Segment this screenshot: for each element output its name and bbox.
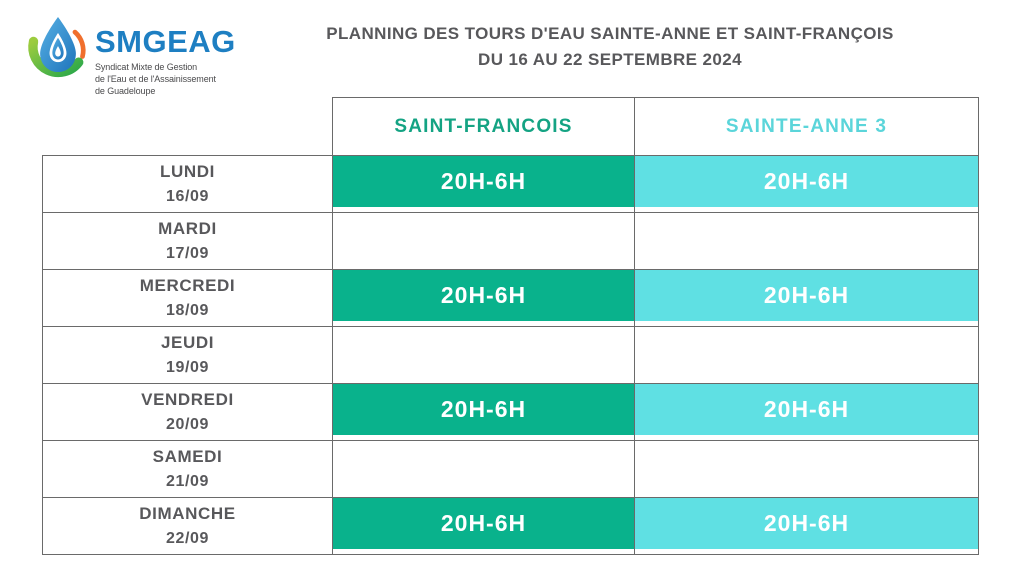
slot-sainte-anne: 20H-6H bbox=[634, 269, 979, 327]
day-date: 20/09 bbox=[165, 416, 210, 433]
slot-saint-francois bbox=[332, 212, 635, 270]
header-blank-cell bbox=[42, 97, 333, 156]
day-date: 22/09 bbox=[165, 530, 210, 547]
day-cell: VENDREDI 20/09 bbox=[42, 383, 333, 441]
table-row: JEUDI 19/09 bbox=[42, 326, 979, 384]
slot-sainte-anne: 20H-6H bbox=[634, 497, 979, 555]
day-name: SAMEDI bbox=[152, 447, 223, 466]
schedule-table: SAINT-FRANCOIS SAINTE-ANNE 3 LUNDI 16/09… bbox=[42, 97, 979, 555]
table-row: SAMEDI 21/09 bbox=[42, 440, 979, 498]
header-sainte-anne: SAINTE-ANNE 3 bbox=[634, 97, 979, 156]
day-name: VENDREDI bbox=[141, 390, 234, 409]
slot-saint-francois: 20H-6H bbox=[332, 155, 635, 213]
header-saint-francois: SAINT-FRANCOIS bbox=[332, 97, 635, 156]
day-name: DIMANCHE bbox=[139, 504, 236, 523]
logo-tagline-line3: de Guadeloupe bbox=[95, 86, 156, 97]
table-row: DIMANCHE 22/09 20H-6H 20H-6H bbox=[42, 497, 979, 555]
slot-saint-francois bbox=[332, 440, 635, 498]
water-drop-icon bbox=[28, 17, 86, 78]
day-name: MERCREDI bbox=[139, 276, 236, 295]
page-title: PLANNING DES TOURS D'EAU SAINTE-ANNE ET … bbox=[318, 21, 902, 74]
table-row: VENDREDI 20/09 20H-6H 20H-6H bbox=[42, 383, 979, 441]
day-cell: MARDI 17/09 bbox=[42, 212, 333, 270]
day-name: JEUDI bbox=[160, 333, 215, 352]
day-date: 16/09 bbox=[165, 188, 210, 205]
slot-saint-francois: 20H-6H bbox=[332, 497, 635, 555]
header-row: SAINT-FRANCOIS SAINTE-ANNE 3 bbox=[42, 97, 979, 156]
slot-sainte-anne: 20H-6H bbox=[634, 155, 979, 213]
table-row: MERCREDI 18/09 20H-6H 20H-6H bbox=[42, 269, 979, 327]
day-date: 21/09 bbox=[165, 473, 210, 490]
logo-brand-name: SMGEAG bbox=[95, 24, 236, 59]
day-cell: MERCREDI 18/09 bbox=[42, 269, 333, 327]
smgeag-logo: SMGEAG Syndicat Mixte de Gestion de l'Ea… bbox=[26, 14, 236, 97]
day-name: MARDI bbox=[158, 219, 217, 238]
day-cell: SAMEDI 21/09 bbox=[42, 440, 333, 498]
slot-sainte-anne: 20H-6H bbox=[634, 383, 979, 441]
logo-tagline-line2: de l'Eau et de l'Assainissement bbox=[95, 74, 216, 85]
page-title-line1: PLANNING DES TOURS D'EAU SAINTE-ANNE ET … bbox=[326, 24, 894, 43]
slot-sainte-anne bbox=[634, 440, 979, 498]
table-row: LUNDI 16/09 20H-6H 20H-6H bbox=[42, 155, 979, 213]
slot-sainte-anne bbox=[634, 212, 979, 270]
day-date: 18/09 bbox=[165, 302, 210, 319]
page-title-line2: DU 16 AU 22 SEPTEMBRE 2024 bbox=[478, 50, 742, 70]
day-date: 19/09 bbox=[165, 359, 210, 376]
table-row: MARDI 17/09 bbox=[42, 212, 979, 270]
day-cell: JEUDI 19/09 bbox=[42, 326, 333, 384]
slot-sainte-anne bbox=[634, 326, 979, 384]
logo-tagline-line1: Syndicat Mixte de Gestion bbox=[95, 62, 198, 72]
slot-saint-francois bbox=[332, 326, 635, 384]
day-cell: LUNDI 16/09 bbox=[42, 155, 333, 213]
slot-saint-francois: 20H-6H bbox=[332, 269, 635, 327]
day-name: LUNDI bbox=[160, 162, 215, 181]
logo-text: SMGEAG Syndicat Mixte de Gestion de l'Ea… bbox=[95, 14, 236, 97]
day-date: 17/09 bbox=[165, 245, 210, 262]
logo-tagline: Syndicat Mixte de Gestion de l'Eau et de… bbox=[95, 61, 236, 97]
slot-saint-francois: 20H-6H bbox=[332, 383, 635, 441]
day-cell: DIMANCHE 22/09 bbox=[42, 497, 333, 555]
